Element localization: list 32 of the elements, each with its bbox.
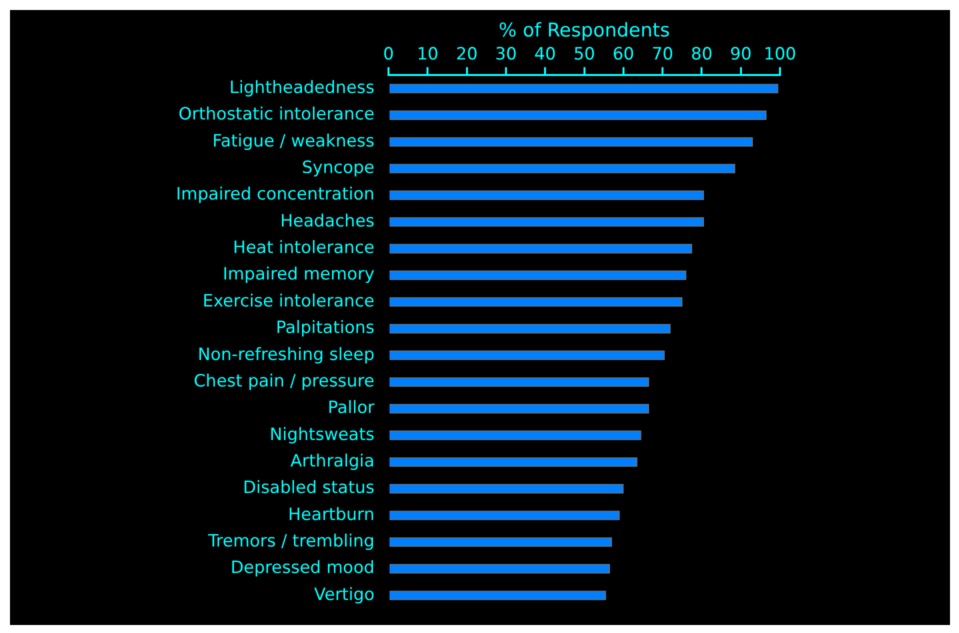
y-tick-label: Fatigue / weakness (212, 131, 375, 152)
y-tick-label: Tremors / trembling (207, 532, 375, 552)
x-tick-label: 100 (764, 44, 796, 64)
y-tick-label: Non-refreshing sleep (198, 344, 375, 365)
x-tick-label: 70 (652, 44, 674, 64)
y-tick-label: Chest pain / pressure (194, 371, 375, 392)
y-tick-label: Heat intolerance (233, 238, 375, 258)
x-tick-label: 20 (456, 44, 478, 64)
x-tick-label: 10 (416, 44, 438, 64)
x-axis-title: % of Respondents (498, 19, 670, 42)
y-tick-label: Disabled status (243, 478, 375, 498)
y-tick-label: Headaches (280, 211, 375, 232)
y-tick-label: Vertigo (314, 584, 375, 605)
y-tick-label: Impaired memory (222, 264, 375, 285)
y-tick-label: Lightheadedness (229, 78, 375, 98)
y-tick-label: Impaired concentration (176, 184, 375, 205)
x-tick-label: 60 (612, 44, 634, 64)
x-tick-label: 80 (690, 44, 713, 64)
x-tick-label: 0 (383, 44, 394, 64)
y-tick-label: Orthostatic intolerance (178, 104, 375, 125)
x-tick-label: 40 (534, 44, 556, 64)
y-tick-label: Palpitations (276, 318, 375, 338)
y-tick-label: Depressed mood (230, 558, 375, 578)
x-tick-label: 50 (573, 44, 596, 64)
x-tick-label: 30 (495, 44, 517, 64)
y-tick-label: Arthralgia (290, 451, 375, 472)
y-tick-label: Syncope (302, 158, 375, 178)
y-tick-label: Pallor (328, 398, 375, 418)
y-tick-label: Exercise intolerance (202, 291, 375, 312)
y-tick-label: Nightsweats (270, 424, 375, 445)
y-tick-label: Heartburn (288, 504, 375, 525)
x-tick-label: 90 (730, 44, 752, 64)
